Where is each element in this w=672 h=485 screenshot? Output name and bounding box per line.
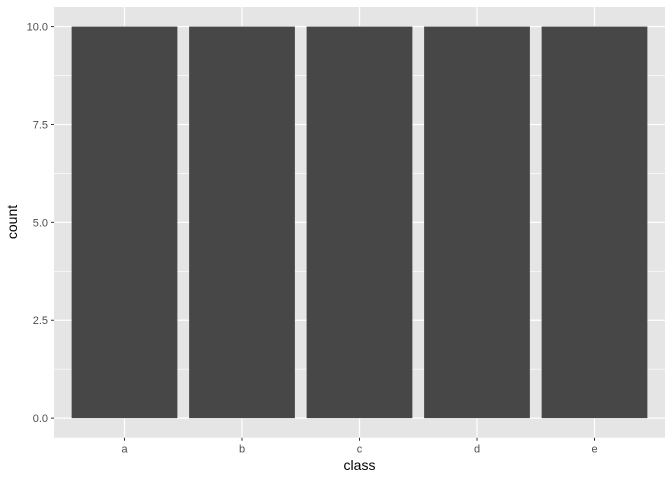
x-tick-label: d [474, 444, 480, 456]
bar-c [306, 26, 413, 419]
bar-a [71, 26, 178, 419]
y-axis-title: count [4, 205, 20, 239]
y-tick-label: 7.5 [33, 119, 48, 131]
x-axis: a b c d e [121, 437, 598, 456]
x-tick-label: a [121, 444, 128, 456]
bars [71, 26, 648, 419]
y-tick-label: 0.0 [33, 413, 48, 425]
bar-b [189, 26, 295, 419]
y-tick-label: 5.0 [33, 217, 48, 229]
bar-d [424, 26, 530, 419]
y-axis: 0.0 2.5 5.0 7.5 10.0 [27, 22, 54, 425]
y-tick-label: 10.0 [27, 22, 48, 34]
bar-e [541, 26, 648, 419]
y-tick-label: 2.5 [33, 315, 48, 327]
x-tick-label: e [591, 444, 597, 456]
x-tick-label: c [357, 444, 363, 456]
x-axis-title: class [344, 457, 376, 473]
x-tick-label: b [239, 444, 245, 456]
